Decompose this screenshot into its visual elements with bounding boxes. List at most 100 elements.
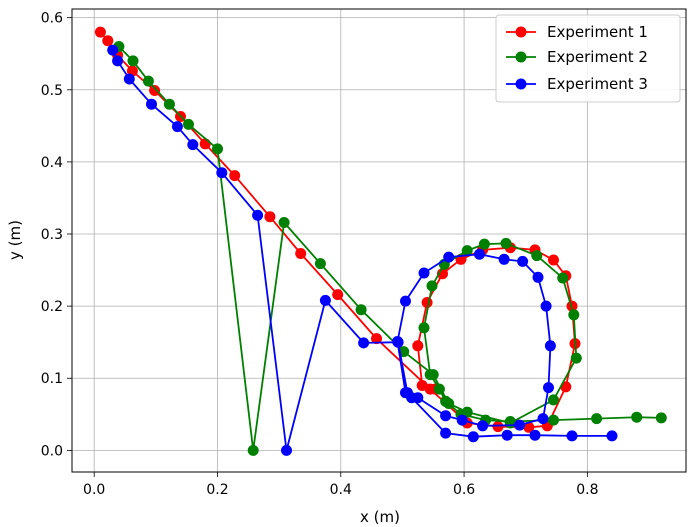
data-point	[278, 217, 290, 228]
data-point	[358, 337, 370, 349]
series-layer	[94, 26, 667, 456]
y-tick-label: 0.3	[41, 227, 63, 243]
legend-label-1: Experiment 1	[547, 23, 648, 41]
data-point	[443, 251, 455, 263]
legend-entry-1: Experiment 1	[506, 23, 648, 41]
data-point	[501, 429, 513, 441]
data-point	[424, 369, 436, 381]
data-point	[406, 392, 418, 404]
x-tick-label: 0.6	[453, 482, 475, 498]
data-point	[418, 322, 430, 334]
data-point	[149, 85, 161, 96]
data-point	[544, 340, 556, 352]
data-point	[142, 75, 154, 87]
data-point	[146, 98, 157, 110]
data-point	[94, 26, 106, 38]
x-tick-label: 0.2	[206, 482, 228, 498]
data-point	[392, 336, 403, 347]
data-point	[440, 427, 452, 439]
data-point	[478, 238, 490, 250]
data-point	[504, 416, 516, 427]
x-tick-label: 0.8	[576, 482, 598, 498]
x-tick-label: 0.4	[330, 482, 352, 498]
data-point	[467, 431, 479, 443]
data-point	[532, 271, 544, 283]
data-point	[281, 444, 292, 456]
data-point	[529, 429, 541, 441]
plot-frame	[71, 8, 687, 473]
data-point	[655, 412, 667, 424]
data-point	[500, 237, 512, 249]
data-point	[531, 250, 543, 262]
data-point	[332, 289, 344, 301]
data-point	[252, 209, 264, 221]
data-point	[498, 253, 510, 265]
data-point	[187, 139, 199, 151]
legend-entry-3: Experiment 3	[506, 75, 648, 93]
data-point	[319, 294, 331, 306]
data-point	[631, 411, 643, 423]
data-point	[606, 430, 618, 442]
series-3	[107, 44, 618, 456]
data-point	[461, 245, 473, 257]
data-point	[102, 35, 114, 47]
data-point	[557, 272, 569, 284]
data-point	[477, 420, 489, 432]
data-point	[371, 333, 382, 345]
legend: Experiment 1 Experiment 2 Experiment 3	[495, 14, 681, 103]
data-point	[570, 352, 582, 364]
data-point	[548, 394, 559, 406]
y-axis-label: y (m)	[6, 220, 24, 260]
data-point	[264, 211, 276, 223]
data-point	[456, 414, 468, 426]
y-tick-label: 0.4	[41, 155, 63, 171]
data-point	[212, 143, 223, 155]
data-point	[540, 300, 552, 312]
data-point	[107, 44, 119, 56]
data-point	[440, 410, 452, 422]
data-point	[355, 304, 367, 316]
data-point	[112, 55, 124, 67]
data-point	[416, 380, 428, 391]
legend-label-3: Experiment 3	[547, 75, 648, 93]
legend-label-2: Experiment 2	[547, 48, 648, 66]
data-point	[566, 430, 578, 442]
y-tick-label: 0.6	[41, 11, 63, 27]
legend-marker-2	[515, 51, 527, 63]
data-point	[517, 255, 529, 267]
data-point	[163, 98, 175, 110]
data-point	[183, 118, 194, 130]
data-point	[433, 383, 445, 395]
legend-box	[495, 14, 681, 103]
data-point	[421, 297, 433, 308]
data-point	[123, 73, 135, 85]
data-point	[127, 55, 139, 67]
data-point	[247, 444, 259, 456]
data-point	[523, 421, 535, 433]
legend-marker-1	[515, 26, 527, 38]
data-point	[314, 258, 326, 270]
y-tick-label: 0.0	[41, 443, 63, 459]
y-tick-label: 0.5	[41, 83, 63, 99]
series-2	[113, 41, 667, 456]
data-point	[418, 267, 430, 279]
data-point	[426, 280, 438, 292]
y-tick-label: 0.2	[41, 299, 63, 315]
data-point	[568, 309, 580, 321]
data-point	[295, 248, 307, 259]
legend-marker-3	[515, 78, 527, 90]
ticks: 0.0 0.2 0.4 0.6 0.8 0.0 0.1 0.2 0.3 0.4 0.5 0.6	[41, 11, 599, 498]
data-point	[199, 138, 211, 150]
data-point	[400, 295, 411, 307]
data-point	[229, 170, 241, 182]
data-point	[548, 414, 559, 426]
data-point	[514, 419, 526, 431]
data-point	[591, 413, 603, 425]
data-point	[412, 340, 424, 352]
data-point	[537, 413, 549, 425]
data-point	[440, 395, 452, 407]
x-axis-label: x (m)	[360, 508, 400, 526]
data-point	[492, 421, 504, 433]
data-point	[543, 382, 554, 394]
